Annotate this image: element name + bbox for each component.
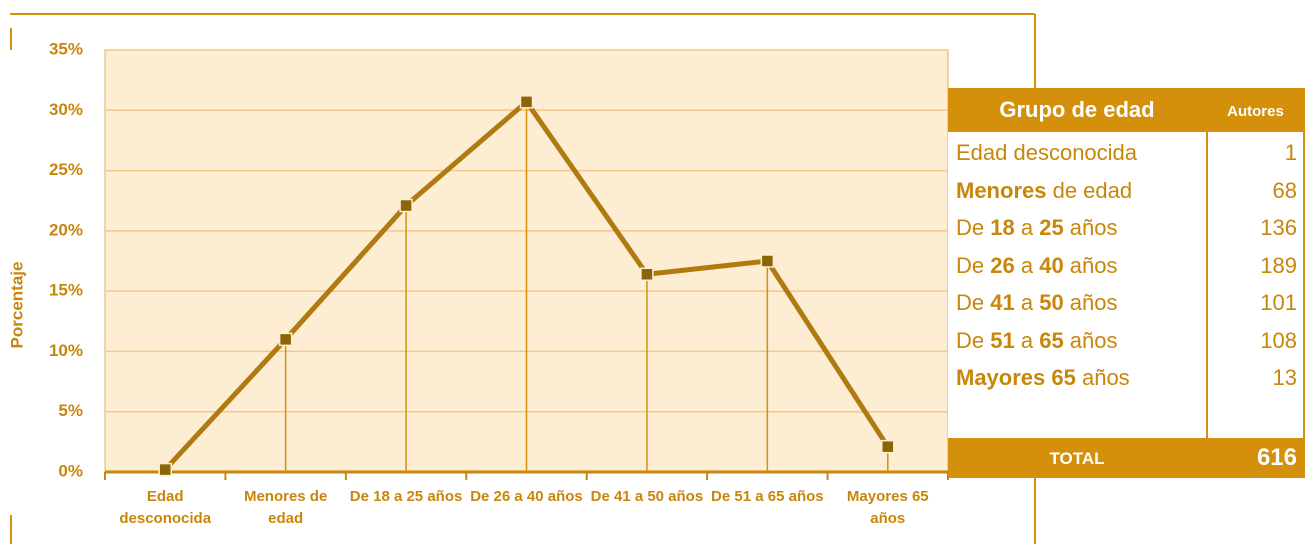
label-part: De — [956, 215, 991, 240]
marker — [519, 95, 534, 109]
label-part: 41 — [990, 290, 1015, 315]
label-part: años — [1063, 327, 1118, 353]
column-divider — [1206, 132, 1208, 438]
row-label: De 18 a 25 años — [956, 209, 1118, 246]
label-part: 26 — [990, 252, 1015, 278]
row-label: De 41 a 50 años — [956, 284, 1118, 321]
label-part: 65 — [1039, 327, 1064, 353]
total-row: TOTAL 616 — [948, 438, 1303, 478]
label-part: 50 — [1039, 290, 1064, 315]
label-part: De — [956, 252, 991, 278]
y-tick-label: 5% — [58, 401, 83, 420]
x-tick-label: Edad desconocida — [119, 488, 212, 527]
x-tick-label: De 26 a 40 años — [470, 488, 583, 505]
x-tick-label: De 41 a 50 años — [590, 488, 704, 505]
y-tick-label: 30% — [49, 100, 83, 119]
y-tick-label: 15% — [49, 281, 83, 300]
row-label: Mayores 65 años — [956, 359, 1130, 396]
label-part: a — [1014, 327, 1040, 353]
header-cell: Autores — [1227, 103, 1284, 120]
marker — [881, 439, 895, 454]
row-value: 108 — [1260, 327, 1297, 353]
table-row: De 51 a 65 años 108 — [948, 322, 1303, 359]
label-part: De — [956, 327, 991, 353]
row-label: Edad desconocida — [956, 134, 1137, 171]
marker — [760, 254, 775, 268]
label-part: años — [1063, 290, 1118, 315]
y-tick-label: 10% — [49, 341, 83, 360]
label-part: a — [1014, 290, 1040, 315]
label-part: Mayores 65 — [956, 365, 1076, 390]
label-part: De — [956, 290, 991, 315]
x-tick-label: De 18 a 25 años — [349, 488, 463, 505]
label-part: Menores — [956, 177, 1047, 203]
total-value: 616 — [1256, 444, 1297, 471]
table-row: De 18 a 25 años 136 — [948, 209, 1303, 246]
label-part: 18 — [990, 215, 1015, 240]
y-tick-label: 35% — [49, 39, 83, 58]
table-header: Grupo de edad Autores — [948, 88, 1303, 132]
marker — [399, 198, 413, 213]
label-part: a — [1014, 252, 1040, 278]
table-row: De 26 a 40 años 189 — [948, 247, 1303, 284]
label-part: 40 — [1039, 252, 1064, 278]
row-value: 101 — [1260, 290, 1297, 315]
y-tick-label: 20% — [49, 220, 83, 239]
x-tick-label: De 51 a 65 años — [711, 488, 824, 505]
label-part: 25 — [1039, 215, 1064, 240]
header-cell: Grupo de edad — [999, 97, 1155, 122]
row-value: 136 — [1260, 215, 1297, 240]
x-tick-label: Mayores 65 años — [846, 488, 929, 527]
marker — [278, 332, 293, 347]
label-part: de edad — [1046, 177, 1133, 203]
table-row: Menores de edad 68 — [948, 172, 1303, 209]
y-tick-label: 25% — [49, 160, 83, 179]
row-value: 13 — [1272, 365, 1297, 390]
row-label: De 26 a 40 años — [956, 247, 1118, 284]
marker — [158, 462, 172, 477]
total-label: TOTAL — [1049, 449, 1105, 468]
table-row: De 41 a 50 años 101 — [948, 284, 1303, 321]
y-tick-label: 0% — [58, 461, 83, 480]
label-part: años — [1063, 215, 1118, 240]
y-axis-label: Porcentaje — [7, 262, 26, 349]
label-part: Edad desconocida — [956, 140, 1138, 165]
marker — [640, 267, 654, 282]
label-part: años — [1075, 365, 1130, 390]
x-tick-label: Menores de edad — [243, 488, 328, 527]
row-label: Menores de edad — [956, 172, 1132, 209]
table-row: Mayores 65 años 13 — [948, 359, 1303, 396]
label-part: 51 — [990, 327, 1015, 353]
row-label: De 51 a 65 años — [956, 322, 1118, 359]
label-part: años — [1063, 252, 1118, 278]
row-value: 189 — [1260, 252, 1297, 278]
row-value: 1 — [1284, 140, 1297, 165]
table-row: Edad desconocida 1 — [948, 134, 1303, 171]
table: Grupo de edad Autores TOTAL 616 Edad des… — [948, 88, 1305, 478]
label-part: a — [1014, 215, 1040, 240]
row-value: 68 — [1272, 177, 1297, 203]
